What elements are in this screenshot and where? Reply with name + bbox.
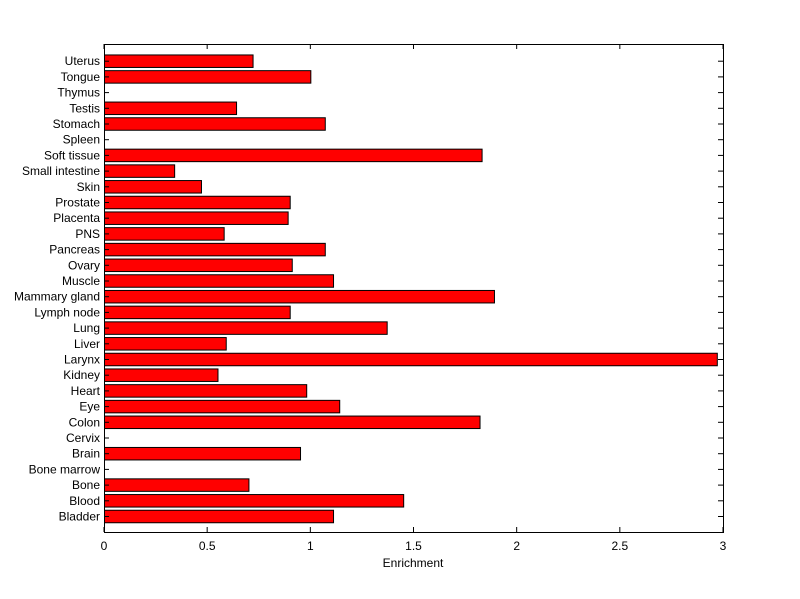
y-tick-label-heart: Heart xyxy=(71,384,101,398)
bars-group xyxy=(104,54,718,524)
bar-tongue xyxy=(104,70,312,84)
bar-small-intestine xyxy=(104,164,176,178)
x-axis-label: Enrichment xyxy=(383,556,444,570)
y-tick-label-testis: Testis xyxy=(69,101,100,115)
y-tick-label-mammary-gland: Mammary gland xyxy=(14,290,100,304)
bar-mammary-gland xyxy=(104,289,495,304)
bar-bone xyxy=(104,478,250,492)
bar-ovary xyxy=(104,258,293,273)
y-tick-label-colon: Colon xyxy=(69,415,100,429)
bar-prostate xyxy=(104,195,291,210)
y-tick-label-bone: Bone xyxy=(72,478,100,492)
bar-testis xyxy=(104,101,238,116)
y-tick-label-skin: Skin xyxy=(77,180,100,194)
y-tick-label-thymus: Thymus xyxy=(57,86,100,100)
y-tick-label-tongue: Tongue xyxy=(61,70,101,84)
y-tick-label-eye: Eye xyxy=(79,400,100,414)
bar-lymph-node xyxy=(104,305,291,320)
bar-eye xyxy=(104,399,341,414)
bar-larynx xyxy=(104,352,718,367)
y-tick-label-bone-marrow: Bone marrow xyxy=(29,462,101,476)
x-tick-label-3: 1.5 xyxy=(405,539,422,553)
bar-brain xyxy=(104,446,302,461)
y-tick-label-muscle: Muscle xyxy=(62,274,100,288)
x-tick-label-5: 2.5 xyxy=(611,539,628,553)
y-tick-label-uterus: Uterus xyxy=(65,54,100,68)
bar-uterus xyxy=(104,54,254,68)
y-tick-label-brain: Brain xyxy=(72,447,100,461)
bar-colon xyxy=(104,415,481,430)
y-tick-label-larynx: Larynx xyxy=(64,353,100,367)
y-tick-label-small-intestine: Small intestine xyxy=(22,164,100,178)
x-tick-label-6: 3 xyxy=(720,539,727,553)
bar-pancreas xyxy=(104,242,326,257)
bar-stomach xyxy=(104,117,326,131)
x-tick-label-2: 1 xyxy=(307,539,314,553)
bar-bladder xyxy=(104,509,335,524)
x-tick-label-0: 0 xyxy=(101,539,108,553)
plot-frame xyxy=(104,44,724,533)
y-tick-label-prostate: Prostate xyxy=(55,196,100,210)
bar-blood xyxy=(104,494,405,508)
x-tick-label-1: 0.5 xyxy=(199,539,216,553)
y-tick-label-pancreas: Pancreas xyxy=(49,243,100,257)
y-tick-label-liver: Liver xyxy=(74,337,100,351)
bar-liver xyxy=(104,337,227,351)
y-tick-label-blood: Blood xyxy=(69,494,100,508)
y-tick-label-soft-tissue: Soft tissue xyxy=(44,148,100,162)
bar-skin xyxy=(104,180,202,194)
bar-placenta xyxy=(104,211,289,225)
y-tick-label-placenta: Placenta xyxy=(53,211,100,225)
bar-soft-tissue xyxy=(104,148,483,163)
x-tick-label-4: 2 xyxy=(513,539,520,553)
y-tick-label-bladder: Bladder xyxy=(59,510,100,524)
bar-muscle xyxy=(104,274,335,288)
y-tick-label-lymph-node: Lymph node xyxy=(34,305,100,319)
bar-pns xyxy=(104,227,225,241)
y-tick-label-ovary: Ovary xyxy=(68,258,100,272)
y-tick-label-kidney: Kidney xyxy=(63,368,100,382)
bar-lung xyxy=(104,321,388,335)
y-tick-label-stomach: Stomach xyxy=(53,117,100,131)
bar-kidney xyxy=(104,368,219,382)
y-tick-label-spleen: Spleen xyxy=(63,133,100,147)
bar-heart xyxy=(104,384,308,398)
y-tick-label-pns: PNS xyxy=(75,227,100,241)
y-tick-label-cervix: Cervix xyxy=(66,431,100,445)
y-tick-label-lung: Lung xyxy=(73,321,100,335)
